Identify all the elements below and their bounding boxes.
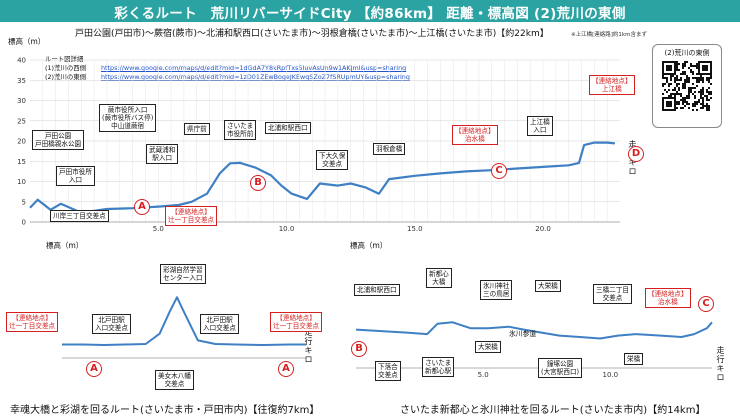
- left-callout-bijogi: 美女木八幡 交差点: [155, 370, 194, 390]
- y-tick-label: 25: [17, 117, 26, 125]
- series-line-2-0: [355, 321, 713, 340]
- callout-kamigou: 上江橋 入口: [527, 116, 553, 136]
- y-tick-label: 15: [17, 158, 26, 166]
- route-description: 戸田公園(戸田市)～蕨宿(蕨市)～北浦和駅西口(さいたま市)～羽根倉橋(さいたま…: [75, 29, 549, 39]
- callout-shimo-okubo: 下大久保 交差点: [316, 150, 349, 170]
- series-line-1-0: [62, 296, 306, 346]
- callout-musashi-urawa: 武蔵浦和 駅入口: [146, 144, 179, 164]
- left-callout-tsujiicho-right: 【連絡地点】 辻一丁目交差点: [270, 312, 323, 332]
- marker-c-main: C: [491, 163, 507, 179]
- right-callout-shimoochiai: 下落合 交差点: [375, 361, 401, 381]
- maps-links: ルート図詳細 (1)荒川の西側 https://www.google.com/ma…: [45, 54, 410, 81]
- y-tick-label: 20: [17, 138, 26, 146]
- maps-west-label: (1)荒川の西側: [45, 64, 87, 72]
- caption-left: 幸魂大橋と彩湖を回るルート(さいたま市・戸田市内)【往復約7km】: [10, 405, 320, 416]
- right-callout-oomiya-bridge: 大栄橋: [475, 341, 501, 353]
- qr-code-icon[interactable]: [662, 61, 712, 111]
- maps-east-link[interactable]: https://www.google.com/maps/d/edit?mid=1…: [101, 73, 410, 81]
- marker-a-main: A: [134, 199, 150, 215]
- right-callout-kitaurawa: 北浦和駅西口: [354, 284, 400, 296]
- callout-kenchomae: 県庁前: [184, 123, 210, 135]
- y-tick-label: 40: [17, 57, 26, 65]
- callout-toda-park: 戸田公園 戸田橋親水公園: [32, 130, 85, 150]
- maps-east-label: (2)荒川の東側: [45, 73, 87, 81]
- x-tick-label: 10.0: [602, 371, 618, 379]
- callout-warabi-city-hall: 蕨市役所入口 (蕨市役所バス停) 中山道蕨宿: [99, 104, 157, 132]
- series-line-0-0: [29, 141, 616, 214]
- left-x-axis-label: 走行キロ: [304, 328, 313, 364]
- right-callout-sanban: 三橋二丁目 交差点: [593, 284, 632, 304]
- left-y-axis-label: 標高（m）: [46, 241, 84, 250]
- y-tick-label: 35: [17, 77, 26, 85]
- callout-haneku: 羽根倉橋: [373, 143, 406, 155]
- maps-west-link[interactable]: https://www.google.com/maps/d/edit?mid=1…: [101, 64, 407, 72]
- callout-kitaurawa: 北浦和駅西口: [265, 122, 311, 134]
- right-callout-hikawa: 氷川神社 三の鳥居: [480, 280, 513, 300]
- x-tick-label: 10.0: [279, 225, 295, 233]
- right-callout-jisuibashi: 【連絡地点】 治水橋: [645, 288, 691, 308]
- marker-d-main: D: [628, 146, 644, 162]
- caption-right: さいたま新都心と氷川神社を回るルート(さいたま市内)【約14km】: [400, 405, 706, 416]
- qr-title: (2)荒川の東側: [664, 49, 710, 57]
- callout-saitama-city-hall: さいたま 市役所前: [224, 120, 257, 140]
- right-callout-kyoudo: 鐘塚公園 (大宮駅西口): [538, 358, 583, 378]
- main-y-axis-label: 標高（m）: [8, 37, 46, 46]
- right-x-axis-label: 走行キロ: [716, 346, 725, 382]
- marker-c-right: C: [698, 296, 714, 312]
- y-tick-label: 10: [17, 178, 26, 186]
- x-tick-label: 15.0: [407, 225, 423, 233]
- qr-panel: (2)荒川の東側: [652, 44, 722, 128]
- left-callout-kitatoda-2: 北戸田駅 入口交差点: [200, 314, 239, 334]
- marker-a-left-2: A: [278, 361, 294, 377]
- left-callout-tsujiicho: 【連絡地点】 辻一丁目交差点: [6, 312, 59, 332]
- left-callout-nature-center: 彩湖自然学習 センター入口: [160, 264, 206, 284]
- right-callout-shintoshin: 新都心 大橋: [426, 268, 452, 288]
- x-tick-label: 5.0: [153, 225, 164, 233]
- marker-b-right: B: [351, 341, 367, 357]
- callout-tsujiicho: 【連絡地点】 辻一丁目交差点: [165, 206, 218, 226]
- y-tick-label: 5: [22, 198, 26, 206]
- right-callout-oosakae: 大栄橋: [535, 280, 561, 292]
- callout-toda-city-hall: 戸田市役所 入口: [56, 166, 95, 186]
- callout-kawagishi: 川岸三丁目交差点: [50, 210, 109, 222]
- marker-b-main: B: [250, 175, 266, 191]
- right-y-axis-label: 標高（m）: [350, 241, 388, 250]
- y-tick-label: 0: [22, 219, 26, 227]
- right-callout-saitama-shintoshin: さいたま 新都心駅: [422, 357, 455, 377]
- route-note: ※上江橋[連絡路]約1km含まず: [571, 32, 647, 38]
- right-label-hikawa-sando: 氷川参道: [509, 330, 537, 338]
- maps-title: ルート図詳細: [45, 55, 84, 63]
- y-tick-label: 30: [17, 97, 26, 105]
- callout-kamigou-bridge: 【連絡地点】 上江橋: [589, 75, 635, 95]
- right-callout-sakae: 栄橋: [624, 353, 644, 365]
- left-callout-kitatoda-1: 北戸田駅 入口交差点: [92, 314, 131, 334]
- x-tick-label: 20.0: [535, 225, 551, 233]
- page-title: 彩くるルート 荒川リバーサイドCity 【約86km】 距離・標高図 (2)荒川…: [114, 6, 626, 22]
- marker-a-left-1: A: [86, 361, 102, 377]
- header-bar: 彩くるルート 荒川リバーサイドCity 【約86km】 距離・標高図 (2)荒川…: [0, 0, 740, 22]
- x-tick-label: 5.0: [478, 371, 489, 379]
- callout-jisuibashi: 【連絡地点】 治水橋: [452, 125, 498, 145]
